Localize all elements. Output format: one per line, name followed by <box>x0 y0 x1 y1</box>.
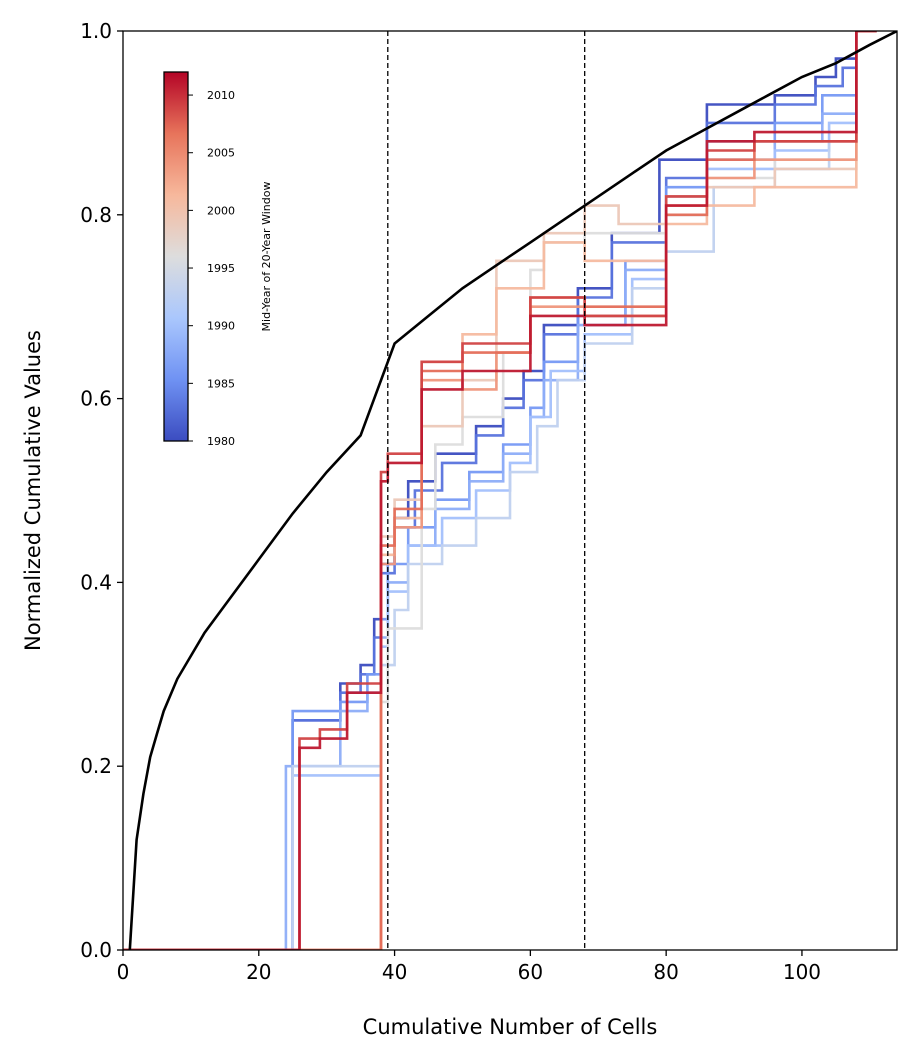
x-tick-label: 100 <box>783 960 821 984</box>
x-axis-title: Cumulative Number of Cells <box>363 1015 658 1039</box>
plot-area <box>123 31 897 950</box>
y-tick-label: 1.0 <box>80 19 112 43</box>
colorbar-tick-label: 2005 <box>207 147 235 160</box>
colorbar-gradient <box>163 71 189 442</box>
colorbar-tick-label: 1985 <box>207 377 235 390</box>
y-tick-label: 0.4 <box>80 570 112 594</box>
x-tick-label: 80 <box>653 960 678 984</box>
y-tick-label: 0.8 <box>80 203 112 227</box>
colorbar-tick-label: 2000 <box>207 204 235 217</box>
colorbar-tick-label: 1995 <box>207 262 235 275</box>
x-tick-label: 20 <box>246 960 271 984</box>
colorbar-tick-label: 1990 <box>207 320 235 333</box>
colorbar-tick-label: 1980 <box>207 435 235 448</box>
series-line-1980 <box>123 31 877 950</box>
axes: 0 20 40 60 80 100 0.0 0.2 0.4 0.6 0.8 1.0 Cumulative… <box>21 19 898 1039</box>
series-line-2011 <box>123 31 877 950</box>
y-tick-label: 0.0 <box>80 938 112 962</box>
series-line-1990 <box>123 31 877 950</box>
y-axis-title: Normalized Cumulative Values <box>21 330 45 651</box>
y-tick-label: 0.6 <box>80 387 112 411</box>
colorbar-title: Mid-Year of 20-Year Window <box>260 182 273 332</box>
colorbar-tick-label: 2010 <box>207 89 235 102</box>
reference-curve <box>128 31 897 950</box>
y-tick-label: 0.2 <box>80 754 112 778</box>
axes-frame <box>122 30 898 951</box>
colorbar: 1980 1985 1990 1995 2000 2005 2010 Mid-Year of … <box>163 71 273 448</box>
x-tick-label: 60 <box>518 960 543 984</box>
series-line-2009 <box>123 31 877 950</box>
x-tick-label: 40 <box>382 960 407 984</box>
x-tick-label: 0 <box>117 960 130 984</box>
